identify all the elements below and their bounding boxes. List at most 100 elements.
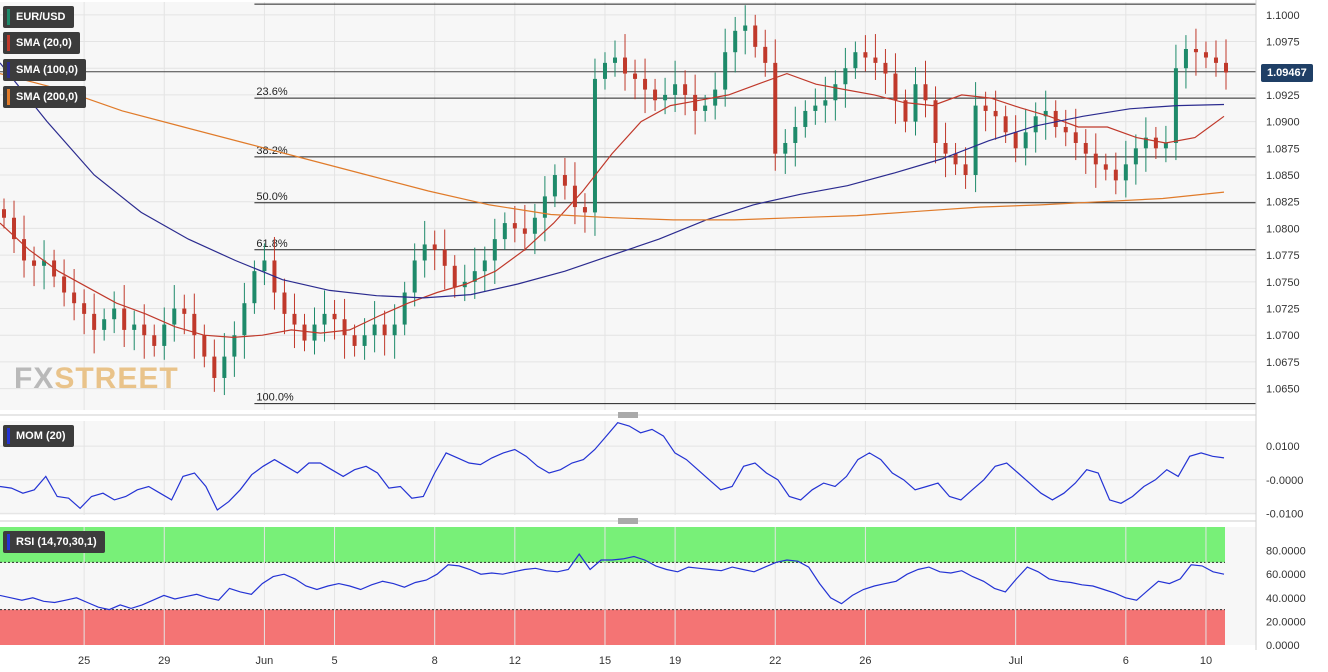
mom-line [0, 422, 1225, 511]
candle-body [372, 324, 377, 336]
legend-sma100-label: SMA (100,0) [16, 64, 78, 76]
candle-body [112, 308, 117, 320]
candle-body [903, 100, 908, 122]
x-tick-label: 29 [158, 655, 170, 667]
rsi-tick-label: 60.0000 [1266, 569, 1306, 581]
y-tick-label: 1.0775 [1266, 250, 1300, 262]
x-tick-label: Jul [1009, 655, 1023, 667]
candle-body [1033, 116, 1038, 133]
candle-body [72, 292, 77, 304]
mom-swatch [7, 428, 10, 444]
y-tick-label: 1.0750 [1266, 277, 1300, 289]
candle-body [763, 46, 768, 63]
candle-body [873, 57, 878, 63]
candle-body [452, 265, 457, 288]
candle-body [843, 68, 848, 85]
candle-body [522, 228, 527, 234]
legend-sma100[interactable]: SMA (100,0) [3, 59, 86, 81]
rsi-line [0, 553, 1225, 611]
candle-body [602, 62, 607, 79]
candle-body [1183, 48, 1188, 69]
rsi-swatch [7, 534, 10, 550]
y-tick-label: 1.0925 [1266, 90, 1300, 102]
candle-body [633, 73, 638, 79]
candle-body [663, 94, 668, 101]
legend-sma200[interactable]: SMA (200,0) [3, 86, 86, 108]
current-price-tag: 1.09467 [1261, 64, 1313, 82]
candle-body [22, 239, 27, 261]
candle-body [653, 89, 658, 101]
candle-body [833, 84, 838, 101]
candle-body [592, 78, 597, 213]
candle-body [222, 356, 227, 378]
rsi-resize-handle[interactable] [618, 518, 638, 524]
mom-tick-label: -0.0100 [1266, 508, 1303, 520]
candle-body [402, 292, 407, 325]
candle-body [1103, 164, 1108, 170]
candle-body [913, 84, 918, 122]
candle-body [362, 335, 367, 346]
sma100-line [0, 62, 1225, 299]
x-tick-label: 12 [509, 655, 521, 667]
candle-body [1224, 62, 1228, 73]
candle-body [923, 84, 928, 101]
candle-body [783, 142, 788, 154]
candle-body [693, 94, 698, 111]
legend-sma20[interactable]: SMA (20,0) [3, 32, 80, 54]
y-tick-label: 1.0825 [1266, 197, 1300, 209]
candle-body [292, 313, 297, 325]
candle-body [673, 84, 678, 95]
x-tick-label: 25 [78, 655, 90, 667]
candle-body [793, 126, 798, 143]
candle-body [733, 30, 738, 53]
candle-body [933, 100, 938, 143]
candle-body [893, 73, 898, 101]
rsi-oversold-zone [0, 609, 1225, 645]
candle-body [92, 313, 97, 330]
mom-panel [0, 421, 1256, 515]
mom-resize-handle[interactable] [618, 412, 638, 418]
candle-body [512, 223, 517, 229]
x-tick-label: 8 [432, 655, 438, 667]
legend-sma20-label: SMA (20,0) [16, 37, 72, 49]
candle-body [12, 217, 17, 240]
candle-body [242, 303, 247, 336]
candle-body [773, 62, 778, 154]
candle-body [32, 260, 37, 266]
candle-body [993, 110, 998, 117]
candle-body [422, 244, 427, 261]
candle-body [62, 276, 67, 293]
rsi-tick-label: 0.0000 [1266, 640, 1300, 652]
legend-mom[interactable]: MOM (20) [3, 425, 74, 447]
candle-body [232, 335, 237, 357]
candle-body [542, 196, 547, 218]
candle-body [302, 324, 307, 341]
legend-pair[interactable]: EUR/USD [3, 6, 74, 28]
candle-body [132, 324, 137, 330]
candle-body [1073, 132, 1078, 143]
candle-body [582, 207, 587, 213]
candle-body [1023, 132, 1028, 149]
candle-body [753, 25, 758, 47]
y-tick-label: 1.0850 [1266, 170, 1300, 182]
y-tick-label: 1.0800 [1266, 223, 1300, 235]
candle-body [202, 335, 207, 357]
candle-body [392, 324, 397, 336]
fib-level-label: 50.0% [256, 191, 287, 203]
candle-body [472, 271, 477, 282]
candle-body [963, 164, 968, 176]
legend-pair-label: EUR/USD [16, 11, 66, 23]
x-tick-label: 10 [1200, 655, 1212, 667]
candle-body [252, 271, 257, 304]
candle-body [322, 313, 327, 325]
candle-body [1003, 116, 1008, 133]
sma100-swatch [7, 62, 10, 78]
candle-body [613, 57, 617, 63]
candle-body [973, 105, 978, 176]
candle-body [863, 52, 868, 58]
candle-body [142, 324, 147, 336]
legend-rsi[interactable]: RSI (14,70,30,1) [3, 531, 105, 553]
candle-body [102, 319, 107, 330]
pair-swatch [7, 9, 10, 25]
